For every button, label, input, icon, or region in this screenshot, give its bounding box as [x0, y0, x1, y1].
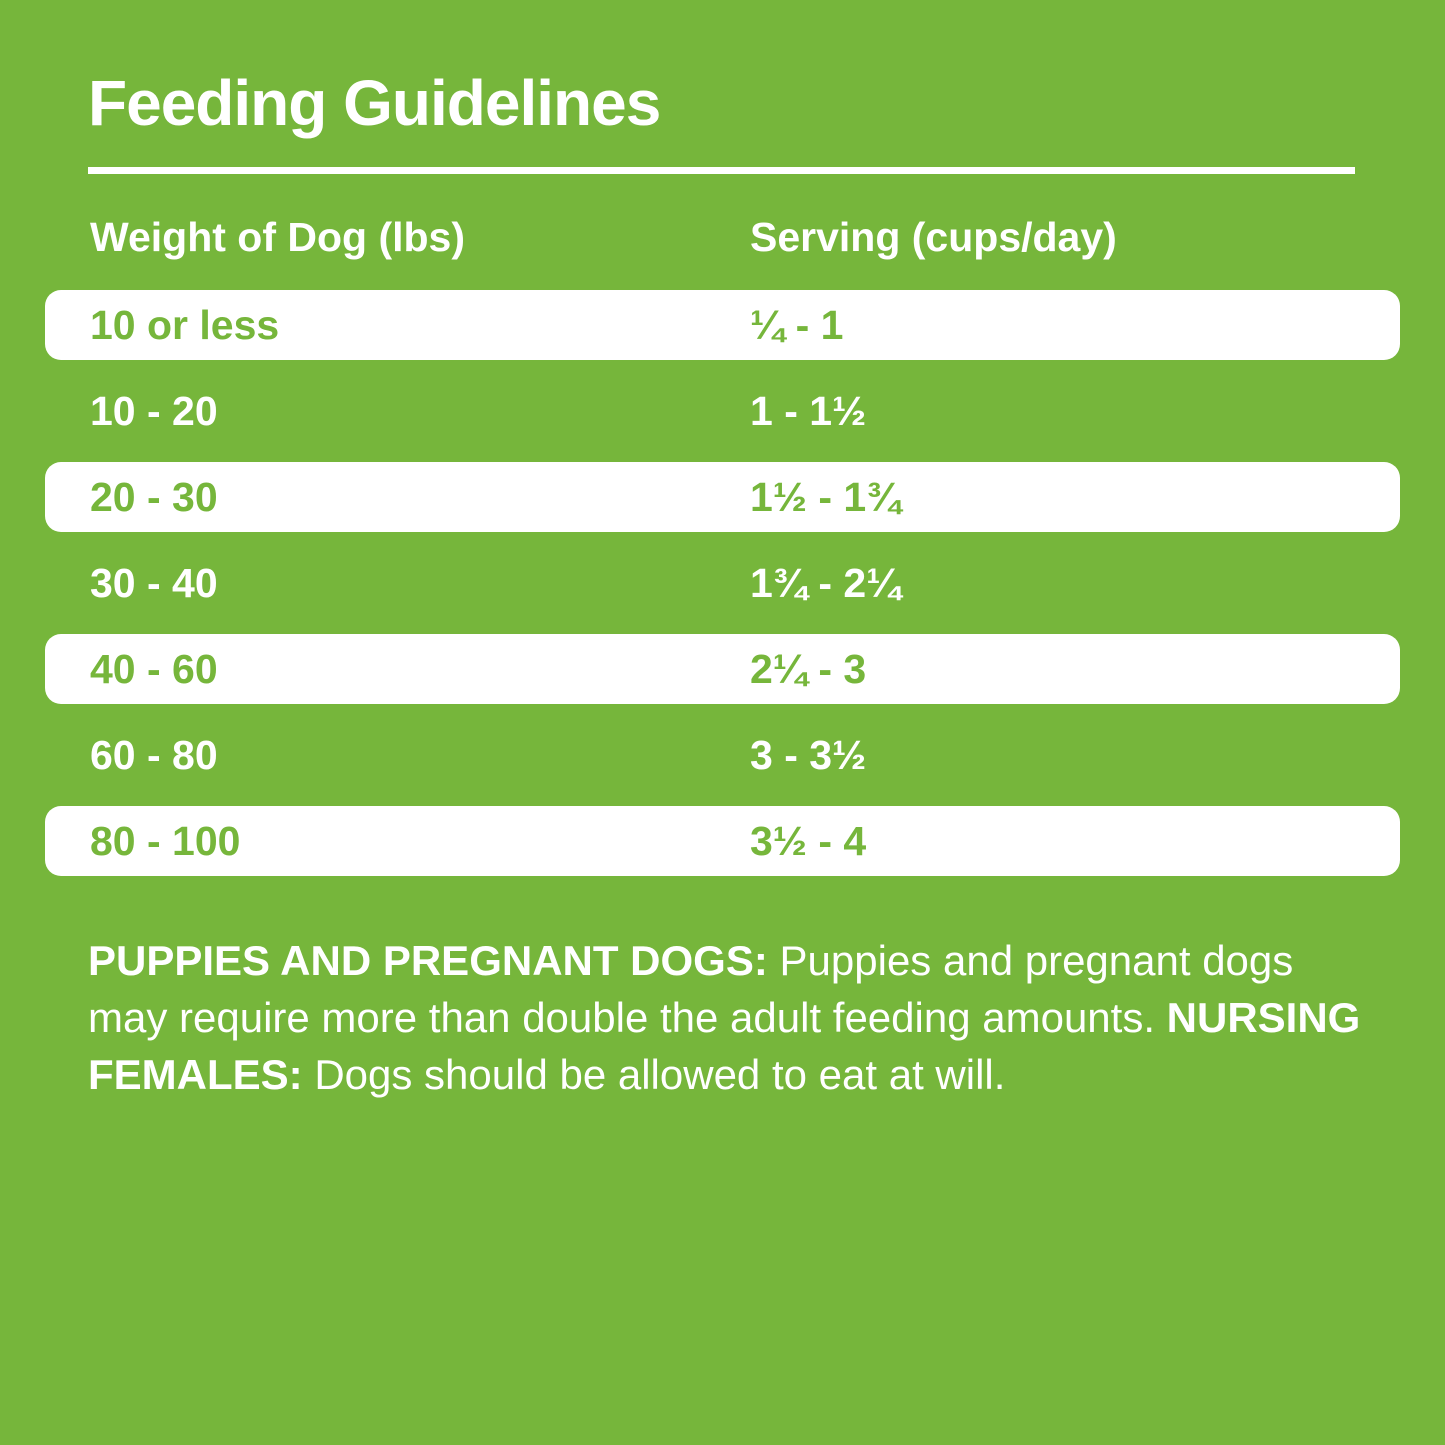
table-row: 80 - 100 3½ - 4	[45, 806, 1400, 876]
title-underline-rule	[88, 167, 1355, 174]
serving-cell: ¼ - 1	[750, 302, 844, 348]
page-title: Feeding Guidelines	[88, 67, 661, 139]
weight-cell: 60 - 80	[90, 732, 218, 778]
weight-cell: 80 - 100	[90, 818, 241, 864]
serving-cell: 2¼ - 3	[750, 646, 867, 692]
puppies-pregnant-note: PUPPIES AND PREGNANT DOGS: Puppies and p…	[88, 932, 1383, 1103]
header-weight: Weight of Dog (lbs)	[90, 214, 466, 260]
serving-cell: 1¾ - 2¼	[750, 560, 901, 606]
note-text-puppies: Puppies and pregnant dogs may require mo…	[88, 937, 1294, 1041]
table-row: 20 - 30 1½ - 1¾	[45, 462, 1400, 532]
table-row: 40 - 60 2¼ - 3	[45, 634, 1400, 704]
header-serving: Serving (cups/day)	[750, 214, 1117, 260]
weight-cell: 40 - 60	[90, 646, 218, 692]
feeding-table: Weight of Dog (lbs) Serving (cups/day) 1…	[45, 212, 1400, 892]
table-header-row: Weight of Dog (lbs) Serving (cups/day)	[45, 212, 1400, 262]
weight-cell: 20 - 30	[90, 474, 218, 520]
serving-cell: 3½ - 4	[750, 818, 867, 864]
serving-cell: 1 - 1½	[750, 388, 867, 434]
weight-cell: 10 - 20	[90, 388, 218, 434]
note-bold-puppies-label: PUPPIES AND PREGNANT DOGS:	[88, 937, 780, 984]
serving-cell: 1½ - 1¾	[750, 474, 901, 520]
table-row: 10 or less ¼ - 1	[45, 290, 1400, 360]
note-text-nursing: Dogs should be allowed to eat at will.	[314, 1051, 1006, 1098]
table-row: 30 - 40 1¾ - 2¼	[45, 548, 1400, 618]
weight-cell: 30 - 40	[90, 560, 218, 606]
note-bold-nursing-label: NURSING FEMALES:	[88, 994, 1361, 1098]
weight-cell: 10 or less	[90, 302, 280, 348]
table-row: 60 - 80 3 - 3½	[45, 720, 1400, 790]
table-row: 10 - 20 1 - 1½	[45, 376, 1400, 446]
serving-cell: 3 - 3½	[750, 732, 867, 778]
